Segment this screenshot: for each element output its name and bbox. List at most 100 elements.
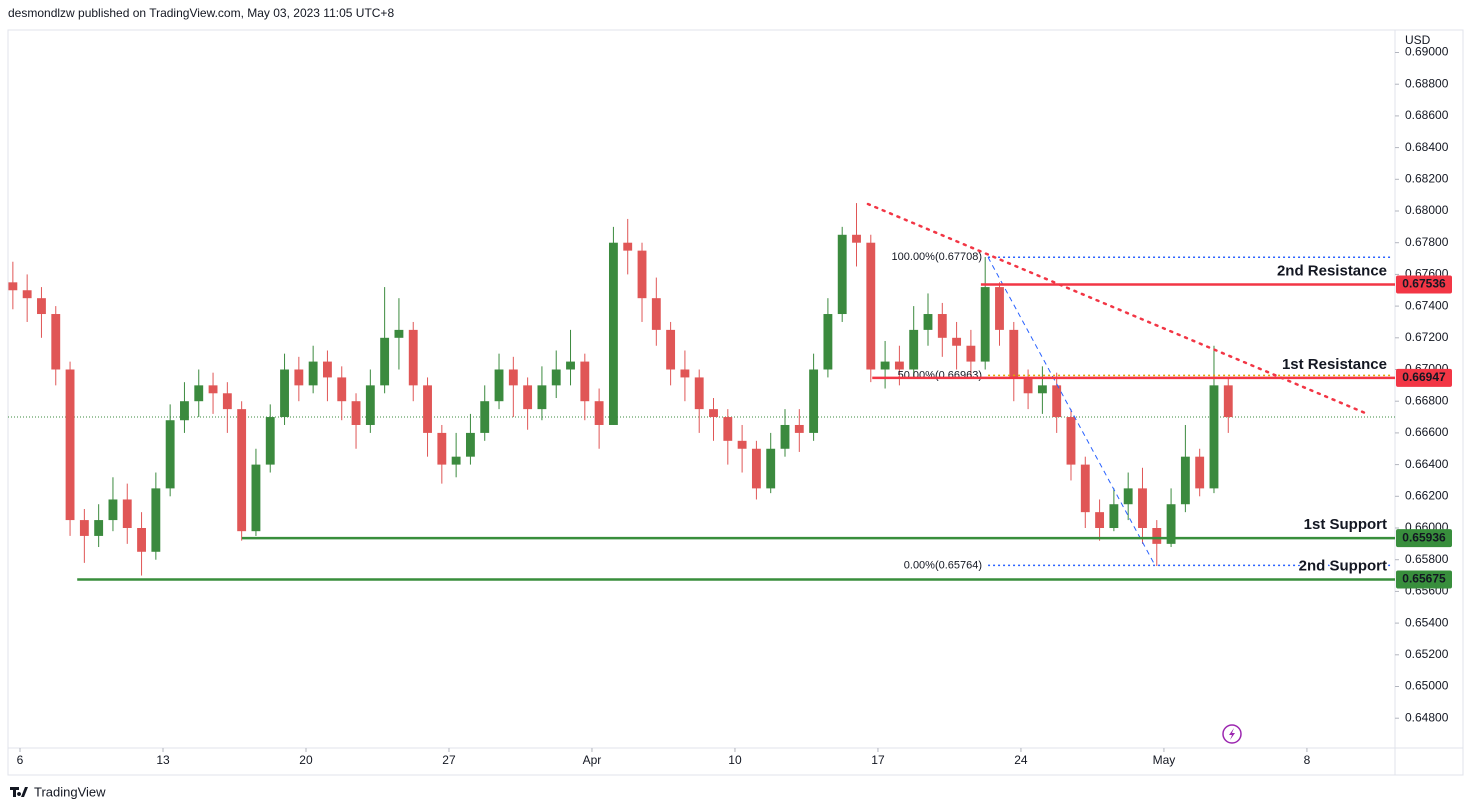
alert-icon[interactable] xyxy=(1222,724,1242,744)
candle xyxy=(380,287,390,394)
candle-body xyxy=(22,290,32,299)
candle-body xyxy=(251,464,261,532)
candle-body xyxy=(180,401,189,421)
candle xyxy=(265,404,275,473)
candle xyxy=(780,409,790,457)
candle-body xyxy=(980,287,990,362)
candle xyxy=(566,329,575,386)
price-tag-label: 0.66947 xyxy=(1402,370,1446,384)
candle xyxy=(37,287,46,338)
candle xyxy=(451,432,461,478)
candle xyxy=(94,504,104,548)
candle xyxy=(1052,372,1062,433)
candle xyxy=(108,477,118,532)
candle xyxy=(594,388,604,449)
candle xyxy=(751,440,761,500)
candle-body xyxy=(137,528,146,552)
candle xyxy=(1223,377,1233,433)
candle-body xyxy=(809,369,819,433)
candle-body xyxy=(751,448,761,489)
candle xyxy=(952,321,962,370)
candle-body xyxy=(437,432,447,465)
candle xyxy=(909,306,919,378)
candle xyxy=(1095,499,1105,541)
candle xyxy=(608,226,618,425)
candle xyxy=(294,356,304,402)
level-name: 2nd Resistance xyxy=(1277,263,1387,280)
x-tick-label: May xyxy=(1153,753,1176,767)
x-tick-label: 20 xyxy=(299,753,313,767)
y-tick-label: 0.65000 xyxy=(1405,679,1449,693)
candle-body xyxy=(265,417,275,465)
candle xyxy=(1080,456,1090,529)
candle-body xyxy=(451,456,461,465)
candle xyxy=(852,203,861,267)
candle-body xyxy=(337,377,347,402)
candle-body xyxy=(1109,504,1119,529)
candle xyxy=(666,321,676,386)
candle xyxy=(351,393,361,449)
candle-body xyxy=(852,234,861,243)
brand-name: TradingView xyxy=(34,784,106,799)
candle xyxy=(237,401,247,541)
candle xyxy=(1152,520,1162,567)
price-tag-label: 0.65675 xyxy=(1402,572,1446,586)
candle-body xyxy=(165,420,175,489)
candle-body xyxy=(1209,385,1219,489)
x-tick-label: 8 xyxy=(1304,753,1311,767)
x-tick-label: 10 xyxy=(728,753,742,767)
candle-body xyxy=(952,337,962,346)
candle-body xyxy=(1023,377,1033,394)
candle xyxy=(651,277,661,346)
candle xyxy=(1180,424,1190,513)
candle-body xyxy=(537,385,547,410)
price-tag xyxy=(1396,570,1452,589)
fib-level-label: 100.00%(0.67708) xyxy=(892,251,983,263)
candle-body xyxy=(780,424,790,449)
price-tag xyxy=(1396,368,1452,387)
candle xyxy=(980,256,990,370)
x-tick-label: Apr xyxy=(583,753,602,767)
candle-body xyxy=(1095,512,1105,529)
candle xyxy=(623,218,633,275)
candle-body xyxy=(966,345,976,362)
y-tick-label: 0.69000 xyxy=(1405,45,1449,59)
candle xyxy=(480,385,490,441)
candle-body xyxy=(594,401,604,425)
candle-body xyxy=(1195,456,1205,489)
candle-body xyxy=(637,250,647,299)
candle-body xyxy=(423,385,432,433)
candle-body xyxy=(51,314,61,370)
candle-body xyxy=(151,488,161,552)
candle-body xyxy=(1223,385,1233,418)
candle-body xyxy=(1052,385,1062,418)
y-tick-label: 0.66400 xyxy=(1405,457,1449,471)
candle-body xyxy=(323,361,332,378)
candle-body xyxy=(766,448,776,489)
plot-area xyxy=(8,203,1395,576)
candle-body xyxy=(651,298,661,330)
candle xyxy=(766,432,776,494)
header-text: desmondlzw published on TradingView.com,… xyxy=(8,6,394,20)
icon-bolt xyxy=(1229,728,1235,740)
candle xyxy=(1138,467,1147,544)
price-tag-label: 0.65936 xyxy=(1402,530,1446,544)
candle xyxy=(1009,321,1019,402)
price-tag xyxy=(1396,529,1452,548)
candle xyxy=(737,424,747,473)
candle-body xyxy=(79,520,89,536)
candle-body xyxy=(65,369,75,521)
candle xyxy=(337,366,347,421)
candle xyxy=(1209,345,1219,494)
candle-body xyxy=(308,361,318,386)
candle-body xyxy=(794,424,804,433)
y-tick-label: 0.65400 xyxy=(1405,615,1449,629)
candle xyxy=(394,298,404,370)
candle xyxy=(122,483,132,544)
candle-body xyxy=(666,329,676,370)
x-tick-label: 17 xyxy=(871,753,885,767)
candle-body xyxy=(566,361,575,370)
candle-body xyxy=(365,385,375,425)
candle xyxy=(365,369,375,433)
